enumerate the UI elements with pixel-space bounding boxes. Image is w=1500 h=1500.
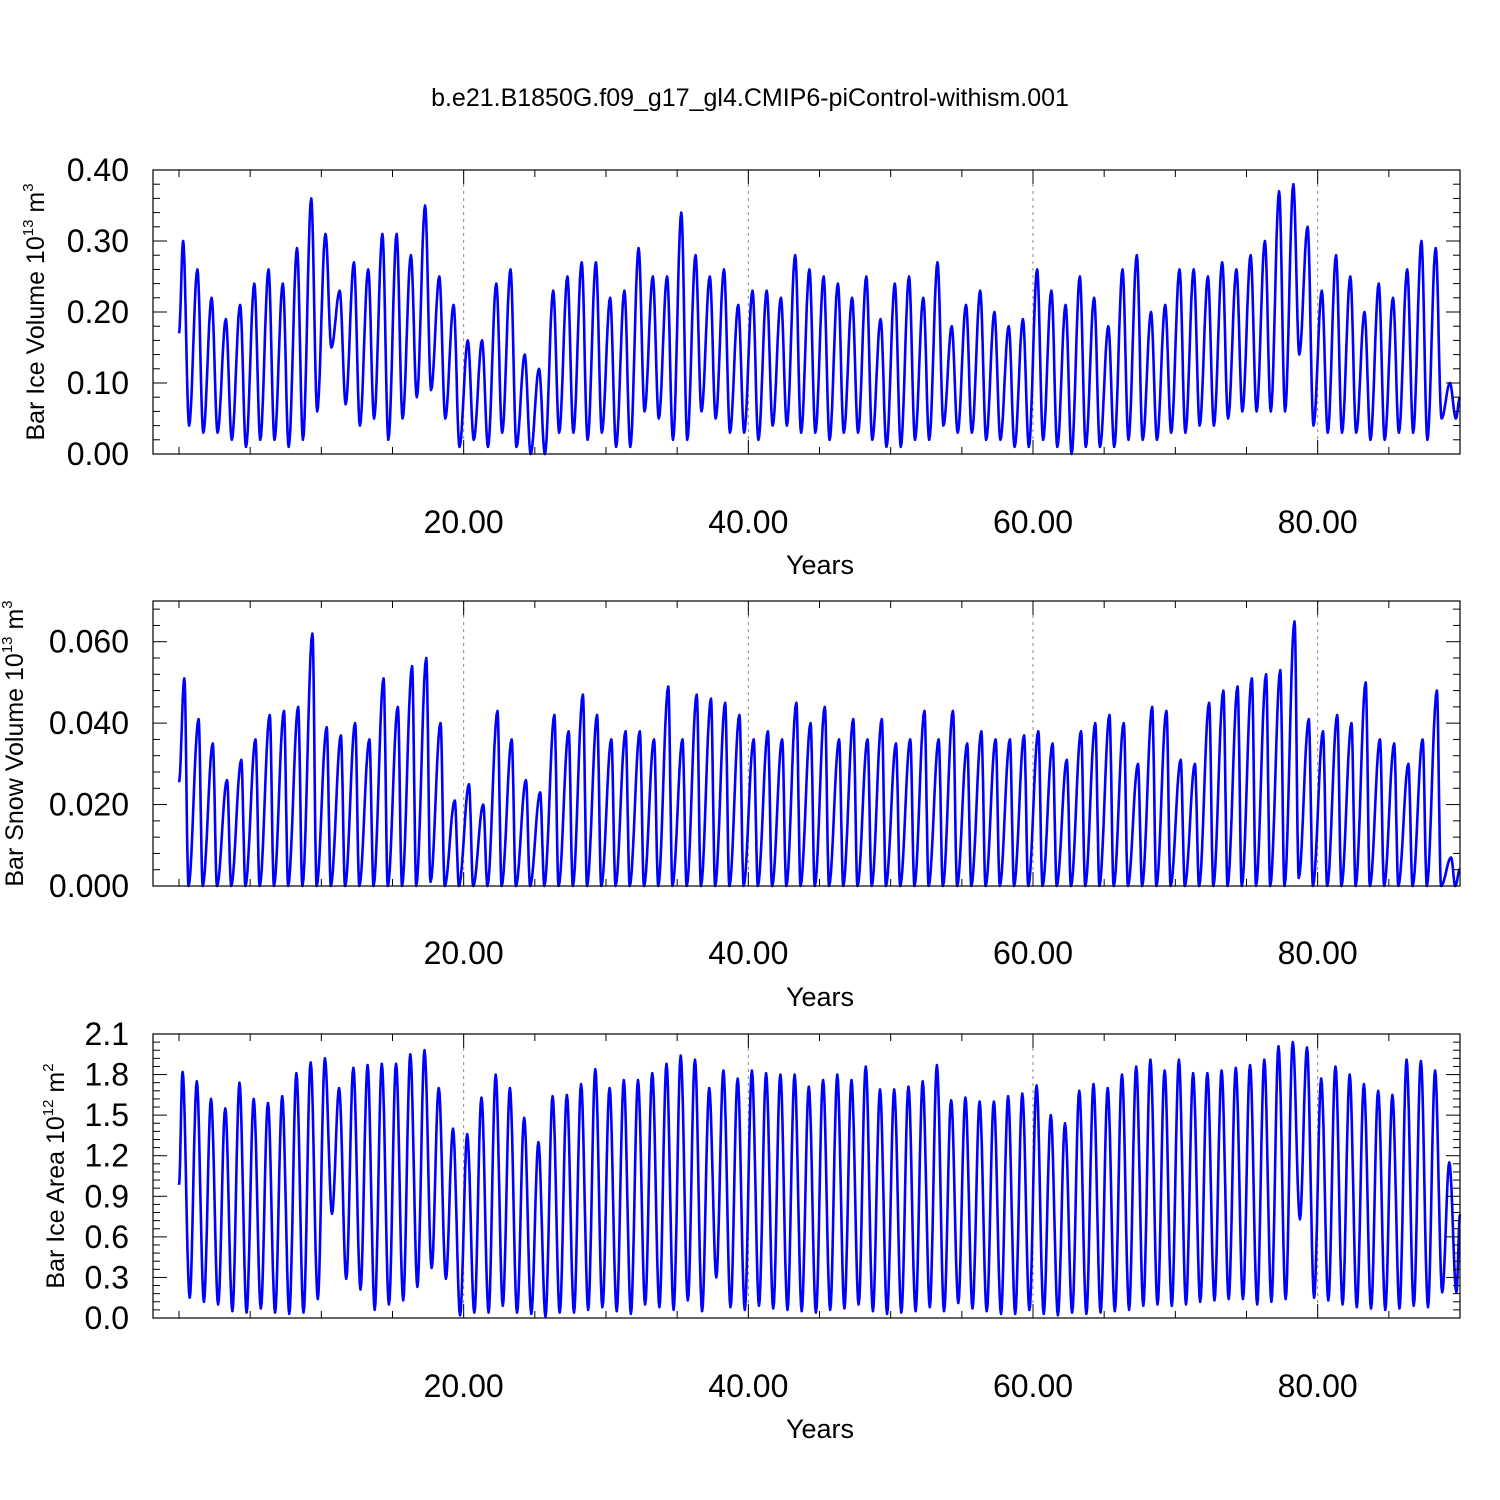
panel-snow-volume: 0.000 0.020 0.040 0.060 20.00 40.00 60.00 80.00…	[0, 600, 1461, 1012]
x-tick-label: 40.00	[708, 935, 788, 971]
panel-ice-area: 0.0 0.3 0.6 0.9 1.2 1.5 1.8 2.1 20.00 40.00 60.00 8…	[40, 1016, 1462, 1444]
x-axis-label: Years	[786, 982, 854, 1012]
y-tick-label: 0.30	[67, 223, 129, 259]
y-label-superscript: 2	[40, 1063, 57, 1071]
y-tick-label: 0.0	[85, 1300, 129, 1336]
x-tick-label: 80.00	[1278, 935, 1358, 971]
plot-frame	[152, 600, 1461, 887]
x-tick-label: 20.00	[424, 1368, 504, 1404]
x-tick-label: 80.00	[1278, 504, 1358, 540]
x-axis-label: Years	[786, 550, 854, 580]
x-tick-label: 80.00	[1278, 1368, 1358, 1404]
y-tick-label: 1.8	[85, 1057, 129, 1093]
y-label-text: m	[22, 192, 50, 220]
y-tick-label: 0.9	[85, 1178, 129, 1214]
y-label-superscript: 3	[20, 183, 37, 191]
x-axis-label: Years	[786, 1414, 854, 1444]
y-label-superscript: 13	[20, 220, 37, 237]
y-tick-label: 0.040	[49, 705, 129, 741]
y-tick-label: 0.6	[85, 1219, 129, 1255]
y-label-superscript: 13	[0, 636, 16, 653]
y-label-text: m	[1, 609, 29, 637]
y-axis-label: Bar Ice Volume 1013 m3	[20, 183, 50, 440]
x-tick-label: 20.00	[424, 935, 504, 971]
y-tick-label: 0.3	[85, 1259, 129, 1295]
panel-ice-volume: 0.00 0.10 0.20 0.30 0.40 20.00 40.00 60.00 80.00…	[20, 152, 1462, 580]
y-tick-label: 0.40	[67, 152, 129, 188]
y-axis-label: Bar Ice Area 1012 m2	[40, 1063, 70, 1288]
x-tick-label: 20.00	[424, 504, 504, 540]
x-tick-label: 40.00	[708, 1368, 788, 1404]
plot-panels: 0.00 0.10 0.20 0.30 0.40 20.00 40.00 60.00 80.00…	[0, 152, 1462, 1444]
y-tick-label: 1.2	[85, 1138, 129, 1174]
y-tick-label: 0.20	[67, 294, 129, 330]
y-label-superscript: 12	[40, 1100, 57, 1117]
series-line	[177, 182, 1462, 456]
series-line	[177, 1040, 1462, 1318]
y-tick-label: 0.020	[49, 787, 129, 823]
x-tick-label: 60.00	[993, 935, 1073, 971]
y-label-text: Bar Snow Volume 10	[1, 653, 29, 886]
y-tick-label: 2.1	[85, 1016, 129, 1052]
x-tick-label: 60.00	[993, 504, 1073, 540]
plot-frame	[152, 1033, 1461, 1319]
y-axis-label: Bar Snow Volume 1013 m3	[0, 600, 29, 886]
y-tick-label: 0.00	[67, 436, 129, 472]
x-tick-label: 40.00	[708, 504, 788, 540]
y-label-text: Bar Ice Area 10	[42, 1116, 70, 1288]
y-tick-label: 0.000	[49, 868, 129, 904]
y-label-text: Bar Ice Volume 10	[22, 236, 50, 440]
y-tick-label: 0.10	[67, 365, 129, 401]
x-tick-label: 60.00	[993, 1368, 1073, 1404]
y-tick-label: 0.060	[49, 624, 129, 660]
series-line	[177, 620, 1461, 888]
y-label-superscript: 3	[0, 600, 16, 608]
y-label-text: m	[42, 1072, 70, 1100]
page-title: b.e21.B1850G.f09_g17_gl4.CMIP6-piControl…	[431, 84, 1069, 112]
y-tick-label: 1.5	[85, 1097, 129, 1133]
